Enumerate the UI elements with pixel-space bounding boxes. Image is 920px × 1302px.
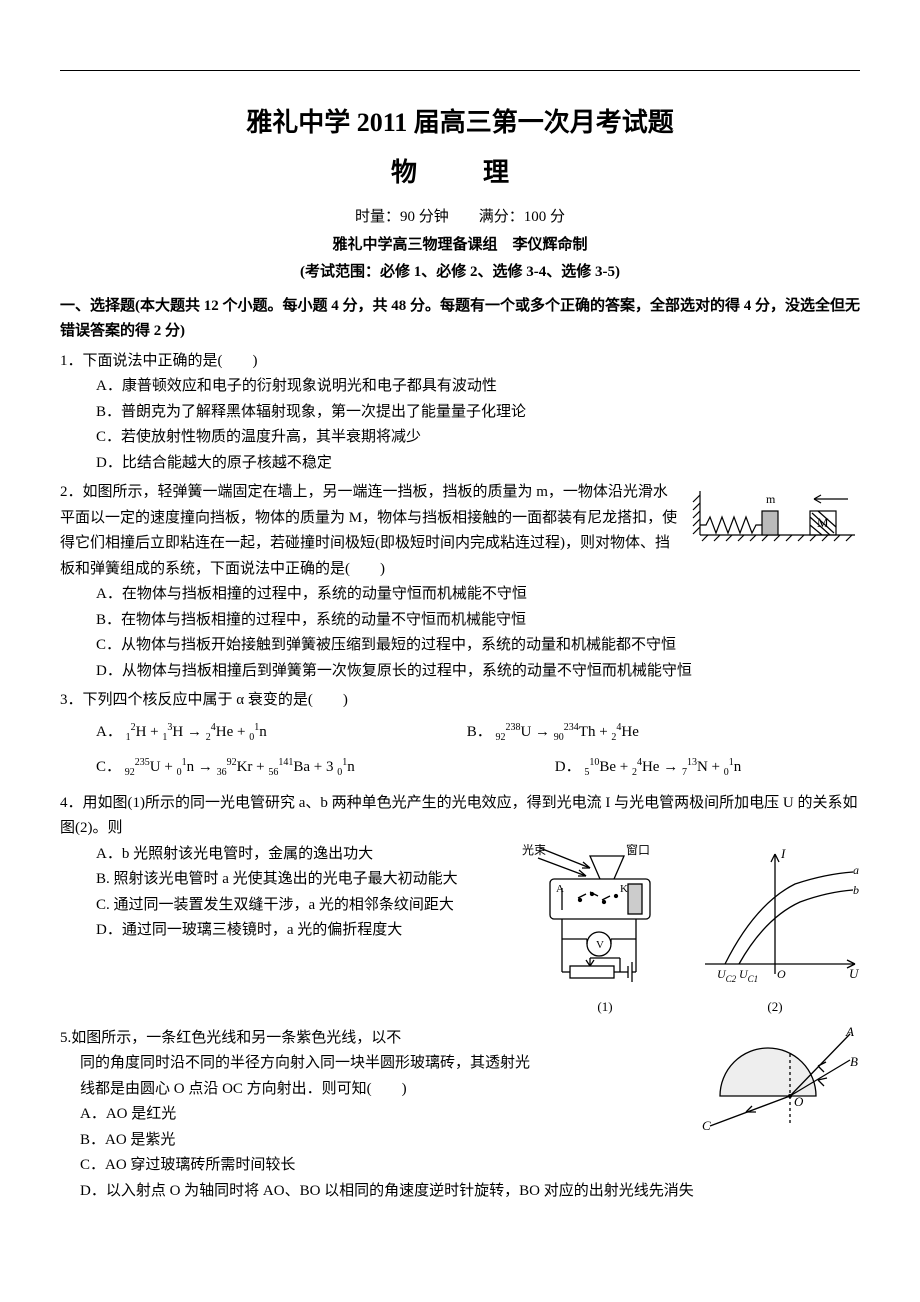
q5-label-C: C <box>702 1118 711 1133</box>
q4-fig2-axis-I: I <box>780 846 786 861</box>
q5-label-O: O <box>794 1094 804 1109</box>
q2-stem-part1: 2．如图所示，轻弹簧一端固定在墙上，另一端连一挡板，挡板的质量为 m，一物体沿光… <box>60 484 677 551</box>
q4-fig1-K: K <box>620 883 628 895</box>
q4-fig1-V: V <box>596 939 604 951</box>
q5-label-B: B <box>850 1054 858 1069</box>
q3-option-D: D． 510Be + 24He → 713N + 01n <box>555 755 742 781</box>
q3-A-prefix: A． <box>96 724 122 740</box>
q3-B-prefix: B． <box>467 724 492 740</box>
question-1: 1．下面说法中正确的是( ) A．康普顿效应和电子的衍射现象说明光和电子都具有波… <box>60 349 860 477</box>
q1-option-C: C．若使放射性物质的温度升高，其半衰期将减少 <box>96 425 860 451</box>
q3-option-A: A． 12H + 13H → 24He + 01n <box>96 720 267 746</box>
q3-A-formula: 12H + 13H → 24He + 01n <box>126 724 267 740</box>
exam-title: 雅礼中学 2011 届高三第一次月考试题 <box>60 101 860 145</box>
q4-fig2-curve-a: a <box>853 863 859 877</box>
q2-option-B: B．在物体与挡板相撞的过程中，系统的动量不守恒而机械能守恒 <box>96 608 860 634</box>
q3-C-prefix: C． <box>96 759 121 775</box>
q5-option-D: D．以入射点 O 为轴同时将 AO、BO 以相同的角速度逆时针旋转，BO 对应的… <box>80 1179 860 1205</box>
q4-fig2-Uc1: UC1 <box>739 967 758 984</box>
q1-option-D: D．比结合能越大的原子核越不稳定 <box>96 451 860 477</box>
question-2: m M 2．如图所示，轻弹簧一端固定在墙上，另一端连一挡板，挡板的质量为 m，一… <box>60 480 860 684</box>
q4-fig1-A: A <box>556 883 564 895</box>
q2-label-M: M <box>817 515 829 530</box>
time-score-line: 时量：90 分钟 满分：100 分 <box>60 205 860 231</box>
q1-option-A: A．康普顿效应和电子的衍射现象说明光和电子都具有波动性 <box>96 374 860 400</box>
q4-fig1-window-label: 窗口 <box>626 844 650 857</box>
q2-option-D: D．从物体与挡板相撞后到弹簧第一次恢复原长的过程中，系统的动量不守恒而机械能守恒 <box>96 659 860 685</box>
q3-option-B: B． 92238U → 90234Th + 24He <box>467 720 639 746</box>
q4-figure-1: 光束 窗口 A K V <box>520 844 685 994</box>
question-5: A B O C 5.如图所示，一条红色光线和另一条紫色光线，以不 同的角度同时沿… <box>60 1026 860 1205</box>
q1-stem: 1．下面说法中正确的是( ) <box>60 349 860 375</box>
q4-fig1-light-label: 光束 <box>522 844 546 857</box>
q4-fig2-axis-U: U <box>849 966 860 981</box>
q3-option-C: C． 92235U + 01n → 3692Kr + 56141Ba + 3 0… <box>96 755 355 781</box>
question-3: 3．下列四个核反应中属于 α 衰变的是( ) A． 12H + 13H → 24… <box>60 688 860 781</box>
q5-figure: A B O C <box>690 1026 860 1136</box>
q1-option-B: B．普朗克为了解释黑体辐射现象，第一次提出了能量量子化理论 <box>96 400 860 426</box>
q2-option-A: A．在物体与挡板相撞的过程中，系统的动量守恒而机械能不守恒 <box>96 582 860 608</box>
q2-figure: m M <box>690 480 860 550</box>
q3-B-formula: 92238U → 90234Th + 24He <box>495 724 638 740</box>
q4-caption-1: (1) <box>597 996 612 1018</box>
author-line: 雅礼中学高三物理备课组 李仪辉命制 <box>60 233 860 259</box>
q4-fig2-Uc2: UC2 <box>717 967 737 984</box>
q2-option-C: C．从物体与挡板开始接触到弹簧被压缩到最短的过程中，系统的动量和机械能都不守恒 <box>96 633 860 659</box>
scope-line: (考试范围：必修 1、必修 2、选修 3-4、选修 3-5) <box>60 260 860 286</box>
question-4: 4．用如图(1)所示的同一光电管研究 a、b 两种单色光产生的光电效应，得到光电… <box>60 791 860 1022</box>
top-rule <box>60 70 860 71</box>
q4-figures: 光束 窗口 A K V I <box>520 844 860 1018</box>
q3-C-formula: 92235U + 01n → 3692Kr + 56141Ba + 3 01n <box>125 759 355 775</box>
q3-D-prefix: D． <box>555 759 581 775</box>
q5-option-C: C．AO 穿过玻璃砖所需时间较长 <box>80 1153 860 1179</box>
section-1-head: 一、选择题(本大题共 12 个小题。每小题 4 分，共 48 分。每题有一个或多… <box>60 294 860 345</box>
q2-label-m: m <box>766 492 776 506</box>
q3-D-formula: 510Be + 24He → 713N + 01n <box>584 759 741 775</box>
q3-stem: 3．下列四个核反应中属于 α 衰变的是( ) <box>60 688 860 714</box>
q4-stem: 4．用如图(1)所示的同一光电管研究 a、b 两种单色光产生的光电效应，得到光电… <box>60 791 860 842</box>
q4-figure-2: I U O a b UC2 UC1 <box>695 844 860 994</box>
q4-fig2-curve-b: b <box>853 883 859 897</box>
subject-title: 物 理 <box>60 151 860 195</box>
q4-caption-2: (2) <box>767 996 782 1018</box>
q4-fig2-origin: O <box>777 967 786 981</box>
q5-label-A: A <box>845 1026 854 1039</box>
